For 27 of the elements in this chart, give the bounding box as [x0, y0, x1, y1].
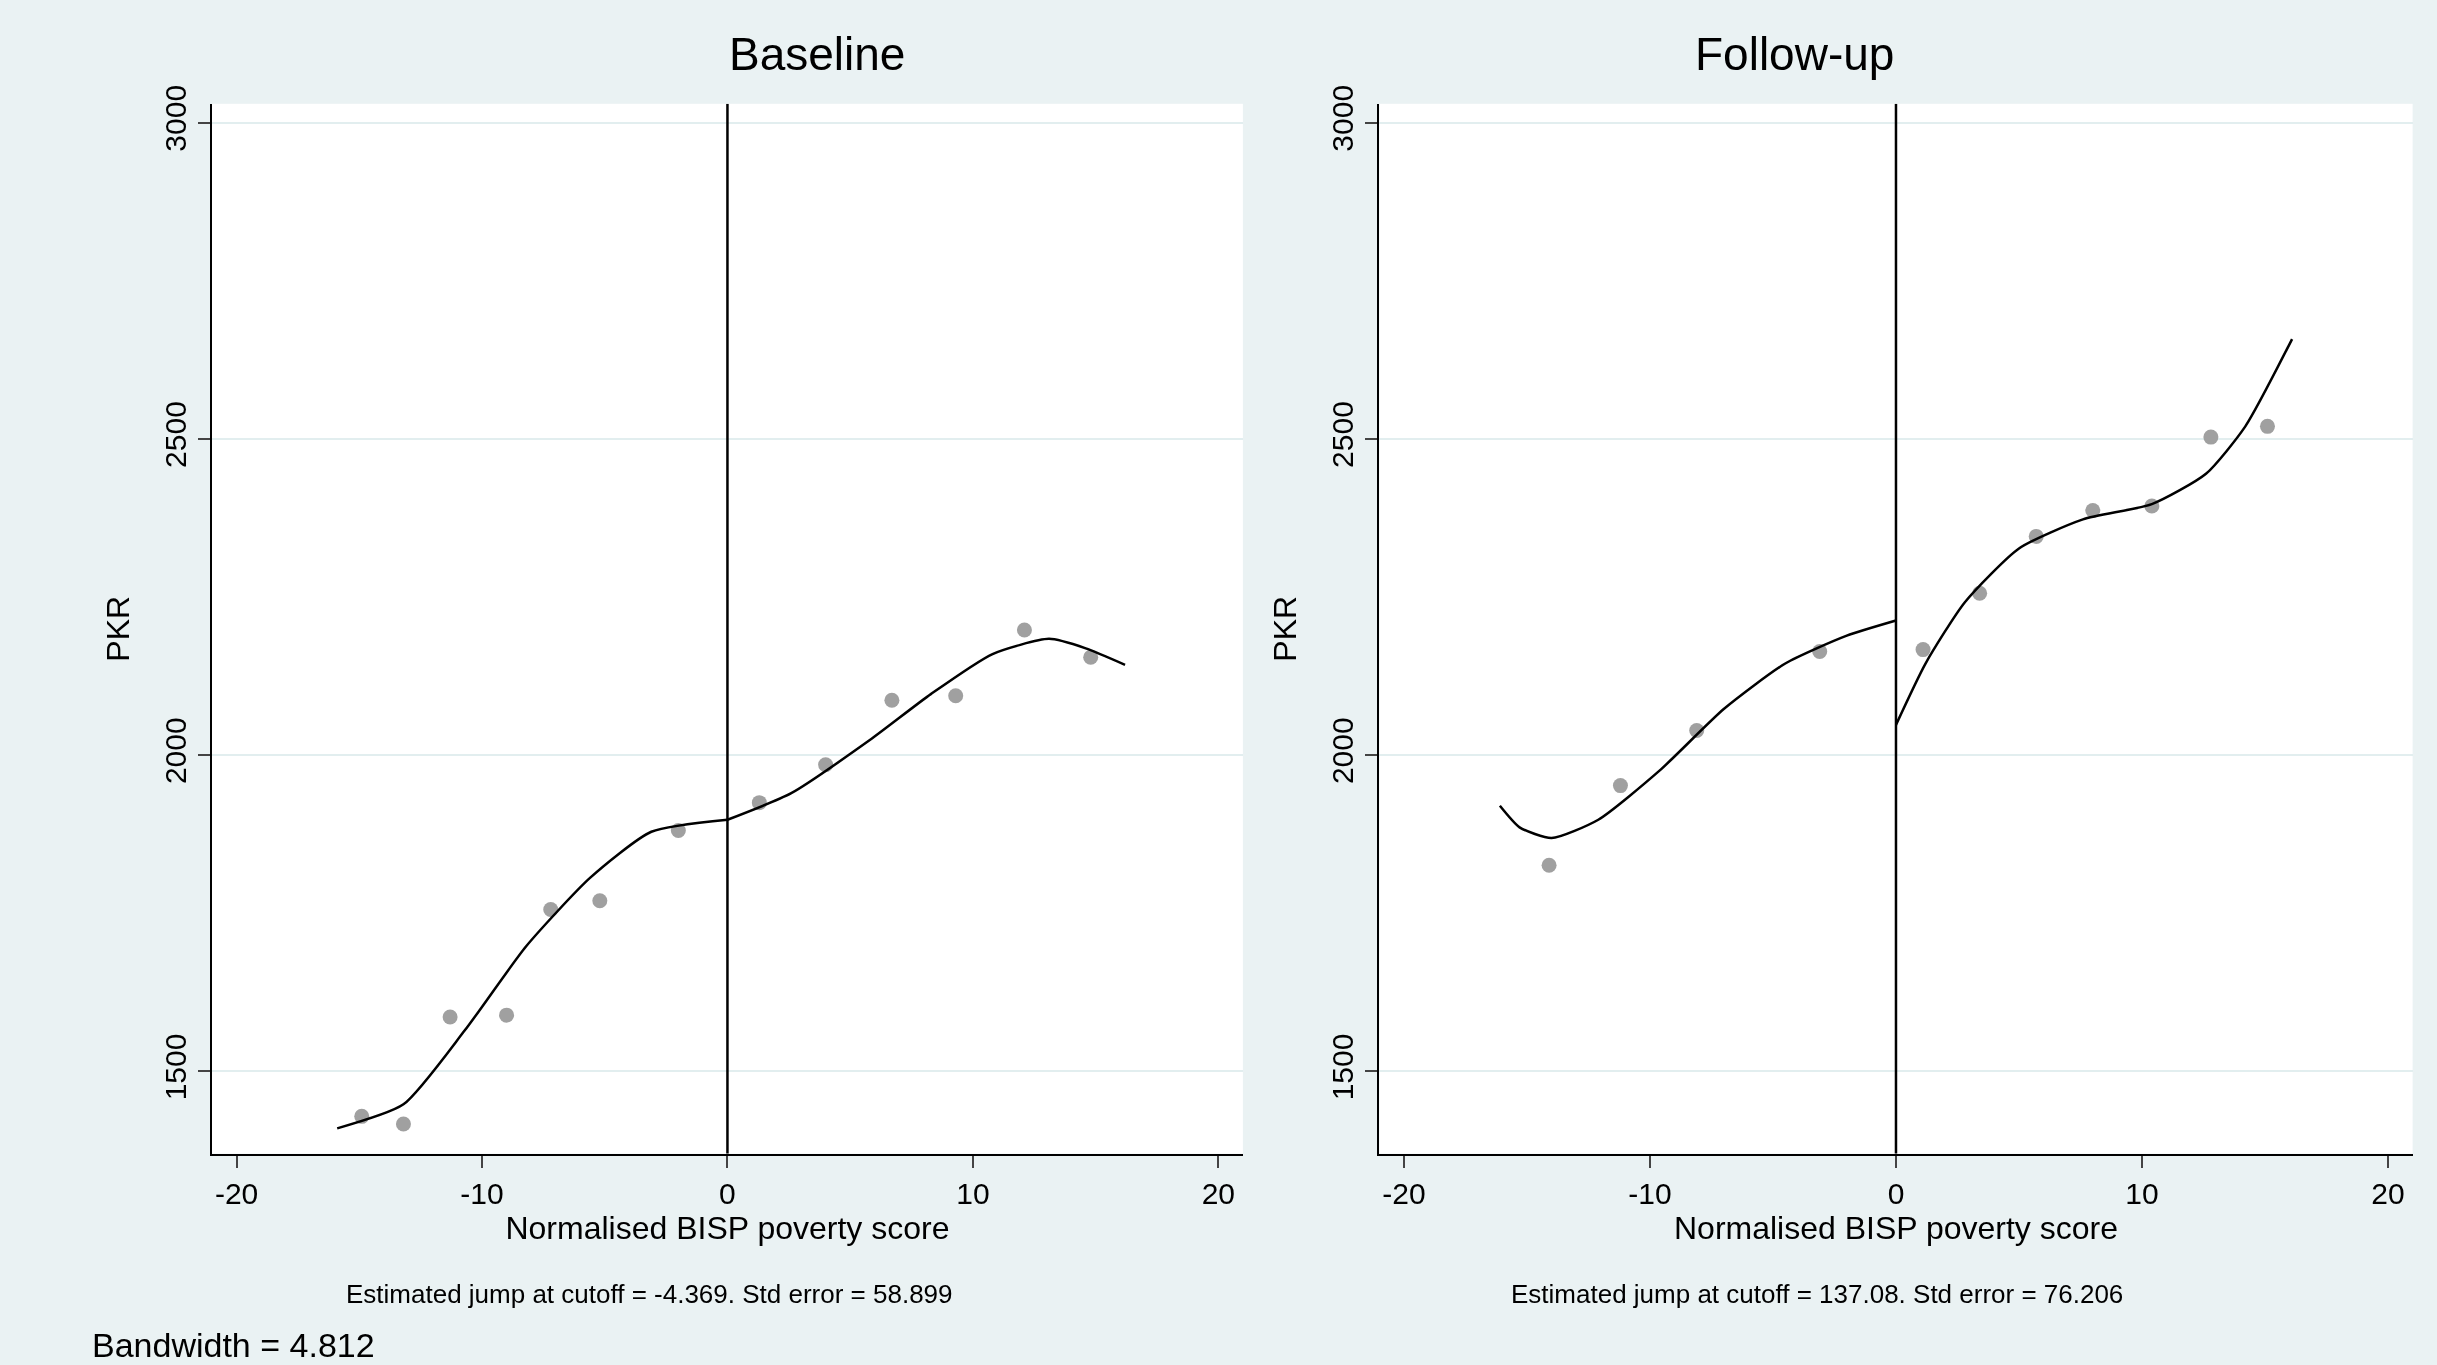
x-tick-label: 0 — [719, 1176, 736, 1210]
y-tick-label: 1500 — [159, 1033, 193, 1101]
x-axis-title: Normalised BISP poverty score — [1673, 1209, 2118, 1246]
x-tick-label: 20 — [1201, 1176, 1236, 1210]
text: Bandwidth = 4.812 — [92, 1326, 375, 1364]
x-tick-label: -20 — [1382, 1176, 1426, 1210]
x-tick-label: 0 — [1887, 1176, 1905, 1210]
y-axis-title: PKR — [1267, 595, 1304, 662]
y-tick-label: 2500 — [1326, 401, 1360, 468]
y-tick-label: 3000 — [159, 84, 193, 152]
x-tick-label: -10 — [460, 1176, 504, 1210]
y-axis-title: PKR — [99, 595, 136, 662]
chart-title: Baseline — [729, 28, 906, 80]
x-tick-label: 20 — [2371, 1176, 2405, 1210]
text: Estimated jump at cutoff = -4.369. Std error = 58.899 — [346, 1279, 953, 1309]
x-tick-label: 10 — [956, 1176, 990, 1210]
y-tick-label: 1500 — [1326, 1033, 1360, 1101]
chart-title: Follow-up — [1695, 28, 1895, 80]
x-tick-label: 10 — [2125, 1176, 2159, 1210]
y-tick-label: 3000 — [1326, 84, 1360, 152]
y-tick-label: 2000 — [159, 717, 193, 785]
y-tick-label: 2500 — [159, 401, 193, 468]
y-tick-label: 2000 — [1326, 717, 1360, 785]
x-tick-label: -20 — [214, 1176, 259, 1210]
text: Estimated jump at cutoff = 137.08. Std error = 76.206 — [1511, 1279, 2124, 1309]
x-tick-label: -10 — [1628, 1176, 1672, 1210]
x-axis-title: Normalised BISP poverty score — [505, 1209, 950, 1246]
